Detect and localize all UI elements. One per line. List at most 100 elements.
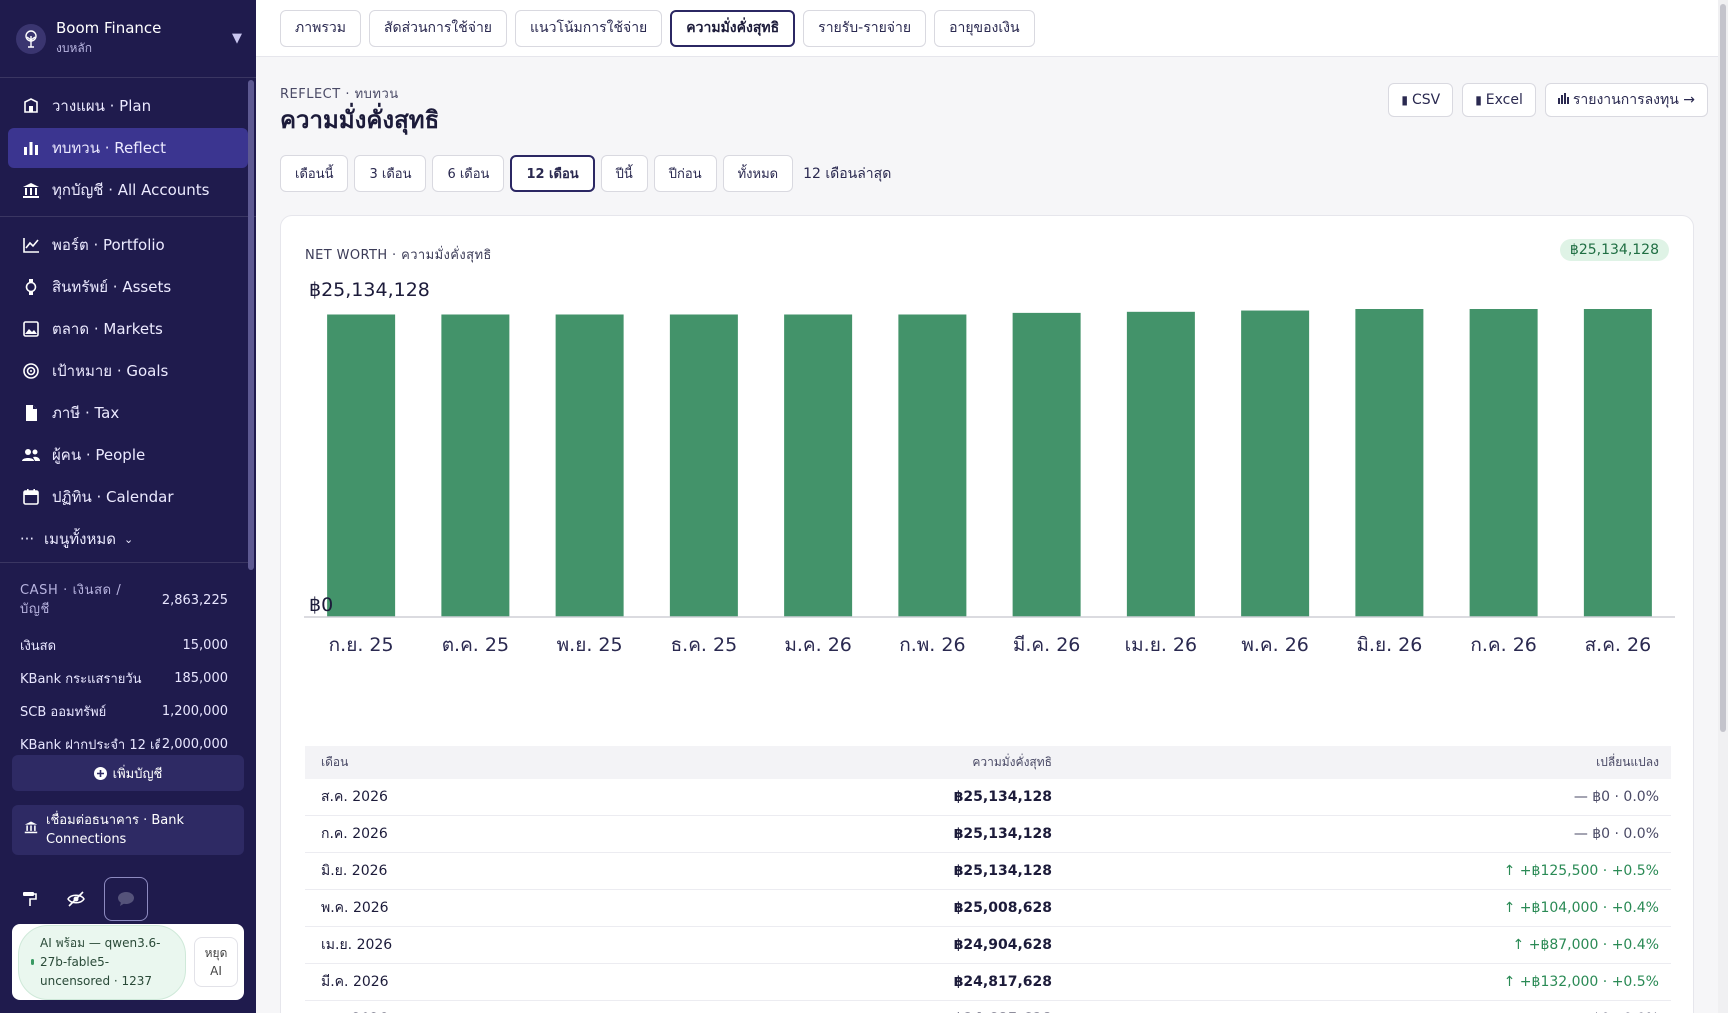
nav-item-label: เป้าหมาย · Goals bbox=[52, 362, 169, 380]
account-name: KBank กระแสรายวัน bbox=[20, 672, 142, 687]
table-row: ก.ค. 2026 ฿25,134,128 — ฿0 · 0.0% bbox=[305, 816, 1671, 853]
bar[interactable] bbox=[441, 314, 510, 617]
investment-report-button[interactable]: รายงานการลงทุน → bbox=[1544, 83, 1708, 117]
stop-ai-label: หยุด bbox=[204, 946, 228, 960]
period-12-months[interactable]: 12 เดือน bbox=[510, 155, 595, 192]
status-dot-icon bbox=[31, 959, 34, 965]
tab-overview[interactable]: ภาพรวม bbox=[280, 9, 361, 47]
ai-panel: AI พร้อม — qwen3.6-27b-fable5-uncensored… bbox=[12, 924, 244, 1000]
page-title: ความมั่งคั่งสุทธิ bbox=[280, 106, 440, 134]
period-3-months[interactable]: 3 เดือน bbox=[354, 155, 427, 192]
account-balance: 1,200,000 bbox=[161, 704, 228, 719]
nav-item-label: ผู้คน · People bbox=[52, 446, 146, 464]
account-item[interactable]: SCB ออมทรัพย์ 1,200,000 bbox=[20, 695, 228, 728]
net-worth-cell: ฿25,134,128 bbox=[953, 789, 1052, 805]
x-axis-tick-label: พ.ค. 26 bbox=[1241, 634, 1309, 656]
nav-item-reflect[interactable]: ทบทวน · Reflect bbox=[8, 128, 248, 168]
stop-ai-button[interactable]: หยุด AI bbox=[194, 937, 238, 987]
tab-income-expense[interactable]: รายรับ-รายจ่าย bbox=[803, 9, 927, 47]
nav-item-label: ทุกบัญชี · All Accounts bbox=[52, 181, 210, 199]
bar[interactable] bbox=[327, 314, 396, 617]
table-row: มิ.ย. 2026 ฿25,134,128 ↑ +฿125,500 · +0.5% bbox=[305, 853, 1671, 890]
paint-roller-icon[interactable] bbox=[12, 879, 48, 919]
net-worth-cell: ฿24,904,628 bbox=[953, 937, 1052, 953]
more-icon: ··· bbox=[19, 530, 35, 548]
period-this-year[interactable]: ปีนี้ bbox=[600, 155, 648, 192]
nav-item-assets[interactable]: สินทรัพย์ · Assets bbox=[8, 267, 248, 307]
nav-item-label: ตลาด · Markets bbox=[52, 320, 163, 338]
nav-item-people[interactable]: ผู้คน · People bbox=[8, 435, 248, 475]
account-group-header[interactable]: CASH · เงินสด / บัญชี 2,863,225 bbox=[20, 581, 228, 619]
account-name: KBank ฝากประจำ 12 เดือน bbox=[20, 738, 160, 753]
bar[interactable] bbox=[669, 314, 738, 617]
period-6-months[interactable]: 6 เดือน bbox=[432, 155, 505, 192]
period-all[interactable]: ทั้งหมด bbox=[722, 155, 794, 192]
bar[interactable] bbox=[1241, 310, 1310, 617]
nav-item-label: ภาษี · Tax bbox=[52, 404, 120, 422]
workspace-switcher[interactable]: Boom Finance งบหลัก ▼ bbox=[0, 0, 256, 78]
nav-item-portfolio[interactable]: พอร์ต · Portfolio bbox=[8, 225, 248, 265]
file-icon: ▮ bbox=[1475, 93, 1482, 107]
bar[interactable] bbox=[1126, 311, 1195, 617]
nav-item-calendar[interactable]: ปฏิทิน · Calendar bbox=[8, 477, 248, 517]
nav-item-plan[interactable]: วางแผน · Plan bbox=[8, 86, 248, 126]
bar[interactable] bbox=[784, 314, 853, 617]
bar[interactable] bbox=[1469, 309, 1538, 617]
x-axis-tick-label: มี.ค. 26 bbox=[1013, 634, 1081, 656]
change-cell: ↑ +฿132,000 · +0.5% bbox=[1503, 974, 1659, 990]
bar[interactable] bbox=[1355, 309, 1424, 617]
month-cell: ส.ค. 2026 bbox=[321, 789, 388, 805]
tab-spending-breakdown[interactable]: สัดส่วนการใช้จ่าย bbox=[368, 9, 508, 47]
bank-icon bbox=[24, 820, 38, 840]
page-scrollbar-thumb[interactable] bbox=[1720, 4, 1726, 732]
tab-age-of-money[interactable]: อายุของเงิน bbox=[934, 9, 1035, 47]
bank-connections-button[interactable]: เชื่อมต่อธนาคาร · Bank Connections bbox=[12, 805, 244, 855]
calendar-icon bbox=[20, 488, 42, 506]
x-axis-tick-label: ก.ค. 26 bbox=[1470, 634, 1537, 656]
month-cell: ก.ค. 2026 bbox=[321, 826, 388, 842]
period-last-year[interactable]: ปีก่อน bbox=[653, 155, 717, 192]
account-item[interactable]: เงินสด 15,000 bbox=[20, 629, 228, 662]
nav-item-label: วางแผน · Plan bbox=[52, 97, 152, 115]
sidebar-scrollbar[interactable] bbox=[248, 80, 254, 570]
nav-item-all-accounts[interactable]: ทุกบัญชี · All Accounts bbox=[8, 170, 248, 210]
card-heading: NET WORTH · ความมั่งคั่งสุทธิ bbox=[305, 248, 492, 263]
account-name: เงินสด bbox=[20, 639, 57, 654]
chat-icon[interactable] bbox=[104, 877, 148, 921]
bar[interactable] bbox=[1012, 312, 1081, 617]
main-content: REFLECT · ทบทวน ความมั่งคั่งสุทธิ ▮ CSV … bbox=[256, 57, 1718, 1013]
net-worth-cell: ฿25,134,128 bbox=[953, 863, 1052, 879]
watch-icon bbox=[20, 278, 42, 296]
divider bbox=[0, 216, 256, 217]
change-cell: — ฿0 · 0.0% bbox=[1573, 789, 1659, 805]
month-cell: มิ.ย. 2026 bbox=[321, 863, 388, 879]
eye-off-icon[interactable] bbox=[58, 879, 94, 919]
nav-item-tax[interactable]: ภาษี · Tax bbox=[8, 393, 248, 433]
y-axis-min-label: ฿0 bbox=[309, 594, 333, 616]
add-account-button[interactable]: เพิ่มบัญชี bbox=[12, 755, 244, 791]
col-change-header: เปลี่ยนแปลง bbox=[1596, 755, 1659, 769]
tab-net-worth[interactable]: ความมั่งคั่งสุทธิ bbox=[670, 9, 796, 47]
nav-item-goals[interactable]: เป้าหมาย · Goals bbox=[8, 351, 248, 391]
change-cell: ↑ +฿87,000 · +0.4% bbox=[1512, 937, 1659, 953]
breadcrumb: REFLECT · ทบทวน bbox=[280, 87, 399, 102]
period-this-month[interactable]: เดือนนี้ bbox=[280, 155, 349, 192]
export-excel-button[interactable]: ▮ Excel bbox=[1462, 83, 1536, 117]
bar[interactable] bbox=[1583, 309, 1652, 617]
caret-down-icon: ▼ bbox=[232, 31, 242, 46]
nav-item-markets[interactable]: ตลาด · Markets bbox=[8, 309, 248, 349]
sidebar-tools bbox=[12, 877, 148, 921]
add-account-label: เพิ่มบัญชี bbox=[112, 766, 163, 782]
tab-spending-trends[interactable]: แนวโน้มการใช้จ่าย bbox=[515, 9, 663, 47]
stop-ai-label-2: AI bbox=[210, 964, 222, 978]
investment-report-label: รายงานการลงทุน → bbox=[1572, 92, 1695, 108]
nav-item-label: ปฏิทิน · Calendar bbox=[52, 488, 174, 506]
table-body: ส.ค. 2026 ฿25,134,128 — ฿0 · 0.0% ก.ค. 2026… bbox=[305, 779, 1671, 1013]
account-item[interactable]: KBank ฝากประจำ 12 เดือน 2,000,000 bbox=[20, 728, 228, 761]
nav-item-all-menus[interactable]: ··· เมนูทั้งหมด ⌄ bbox=[8, 519, 248, 559]
nav-item-label: พอร์ต · Portfolio bbox=[52, 236, 165, 254]
bar[interactable] bbox=[898, 314, 967, 617]
bar[interactable] bbox=[555, 314, 624, 617]
export-csv-button[interactable]: ▮ CSV bbox=[1388, 83, 1454, 117]
account-item[interactable]: KBank กระแสรายวัน 185,000 bbox=[20, 662, 228, 695]
